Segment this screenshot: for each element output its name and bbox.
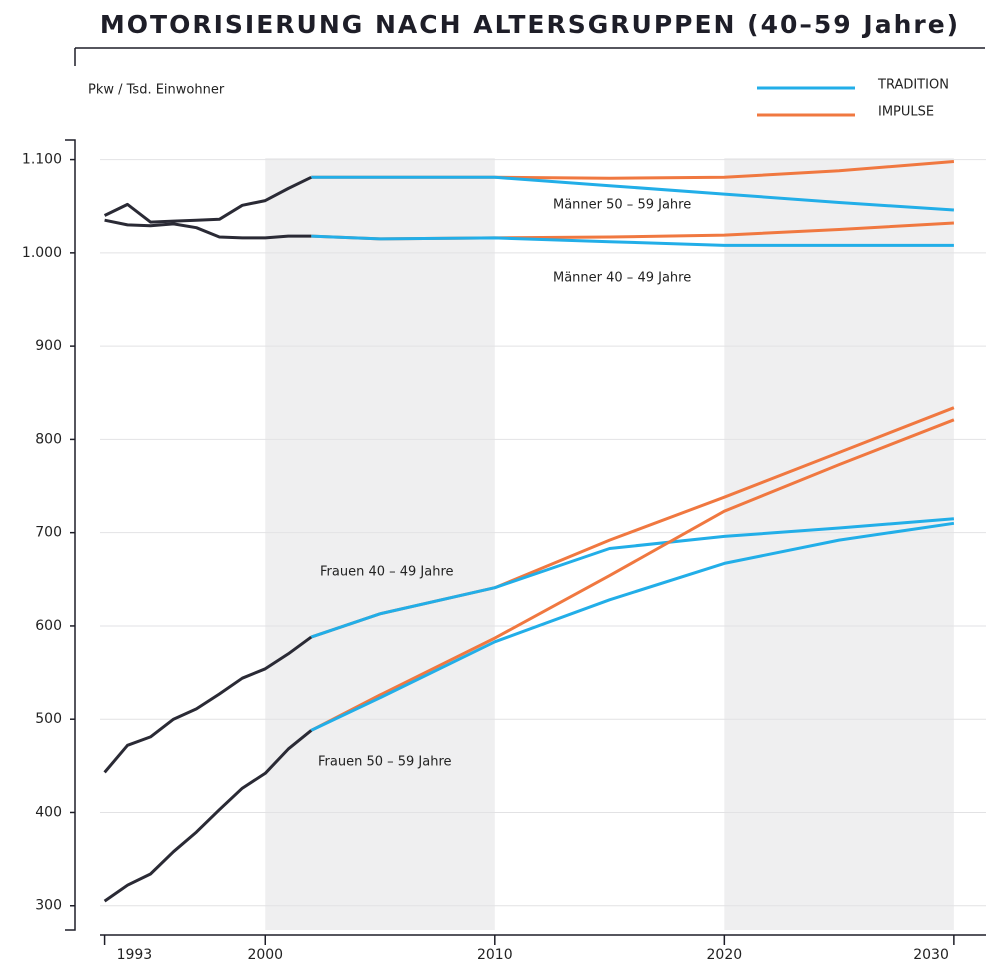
y-tick-label: 600 [35, 618, 62, 634]
series-annotation: Frauen 50 – 59 Jahre [318, 755, 452, 770]
legend-label: IMPULSE [878, 105, 934, 120]
y-tick-label: 300 [35, 898, 62, 914]
chart-title: MOTORISIERUNG NACH ALTERSGRUPPEN (40–59 … [100, 10, 960, 39]
x-tick-label: 2020 [707, 947, 743, 963]
x-tick-label: 2010 [477, 947, 513, 963]
series-annotation: Männer 50 – 59 Jahre [553, 198, 691, 213]
x-tick-label: 2030 [913, 947, 949, 963]
y-tick-label: 800 [35, 431, 62, 447]
tradition-line [311, 175, 954, 212]
legend-label: TRADITION [877, 78, 949, 93]
series-annotation: Männer 40 – 49 Jahre [553, 271, 691, 286]
y-tick-label: 500 [35, 711, 62, 727]
y-tick-label: 1.000 [22, 245, 62, 261]
shaded-range [724, 158, 954, 930]
series-annotation: Frauen 40 – 49 Jahre [320, 565, 454, 580]
title-bracket [74, 47, 985, 66]
x-tick-label: 1993 [117, 947, 153, 963]
history-line [104, 218, 312, 240]
y-tick-label: 400 [35, 804, 62, 820]
tradition-line [310, 517, 955, 639]
y-tick-label: 1.100 [22, 152, 62, 168]
y-tick-label: 700 [35, 525, 62, 541]
x-tick-label: 2000 [247, 947, 283, 963]
y-tick-label: 900 [35, 338, 62, 354]
tradition-line [311, 234, 954, 247]
history-line [103, 729, 313, 903]
history-line [103, 635, 313, 774]
impulse-line [310, 418, 955, 732]
y-axis [65, 139, 76, 931]
history-line [103, 175, 312, 224]
tradition-line [310, 521, 955, 732]
shaded-range [265, 158, 495, 930]
y-axis-label: Pkw / Tsd. Einwohner [88, 83, 225, 98]
